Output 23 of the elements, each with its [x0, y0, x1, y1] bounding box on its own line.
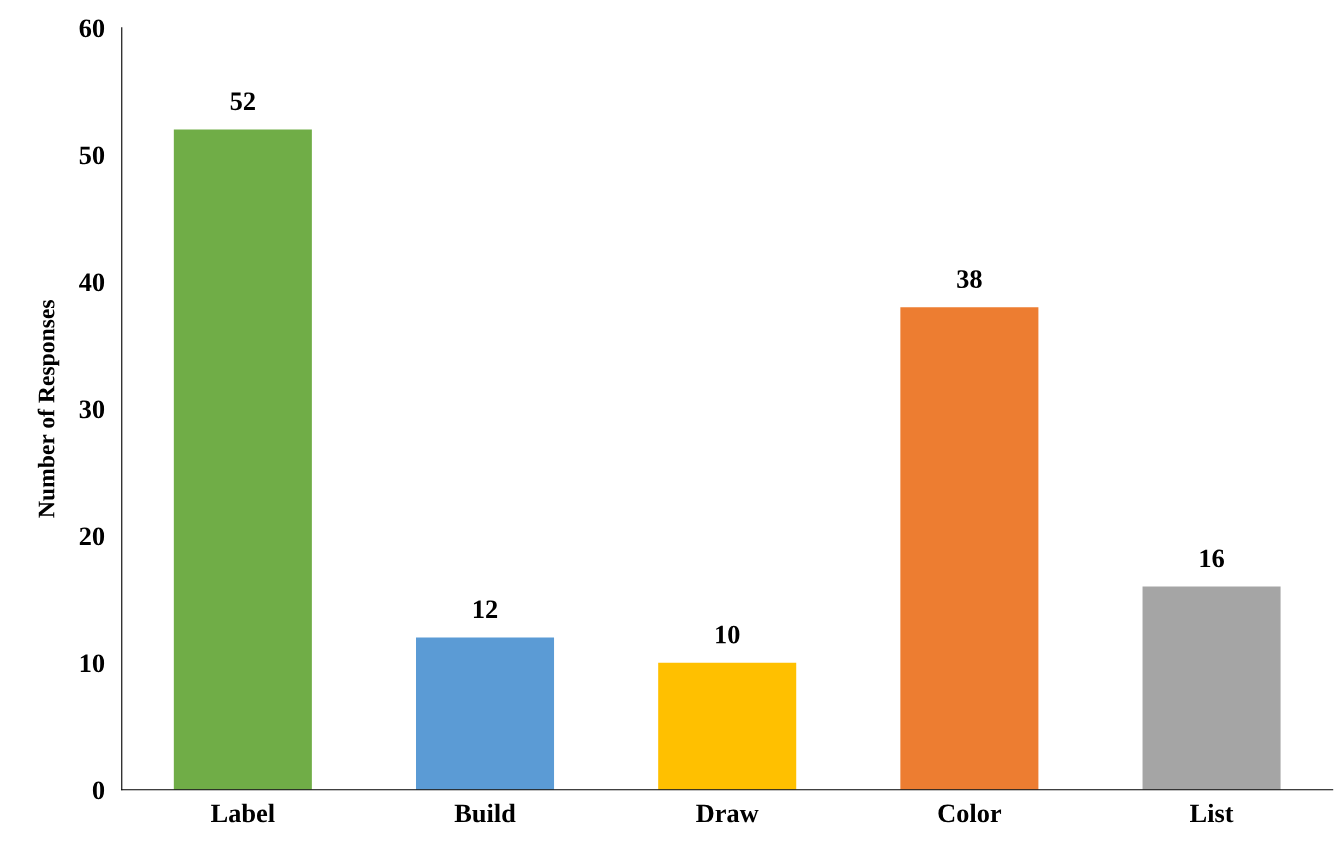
y-tick-label: 40 [79, 273, 105, 292]
y-tick-label: 50 [79, 146, 105, 165]
bar [658, 662, 797, 790]
bar [900, 307, 1039, 790]
data-label: 52 [230, 92, 255, 111]
y-axis-title: Number of Responses [37, 300, 60, 518]
x-tick-label: List [1190, 803, 1234, 823]
y-tick-label: 60 [79, 19, 105, 38]
bar [173, 129, 312, 790]
data-label: 38 [957, 270, 982, 288]
bar [1142, 586, 1281, 790]
data-label: 16 [1200, 549, 1224, 568]
data-label: 12 [473, 600, 498, 618]
x-tick-label: Build [454, 803, 516, 823]
y-tick-label: 30 [79, 400, 105, 419]
x-tick-label: Label [211, 803, 275, 823]
x-tick-label: Draw [696, 804, 759, 823]
y-tick-label: 0 [92, 781, 105, 800]
x-tick-label: Color [938, 803, 1002, 823]
y-tick-label: 20 [79, 527, 105, 546]
bar [416, 637, 555, 790]
y-tick-label: 10 [80, 654, 105, 673]
data-label: 10 [716, 625, 740, 644]
